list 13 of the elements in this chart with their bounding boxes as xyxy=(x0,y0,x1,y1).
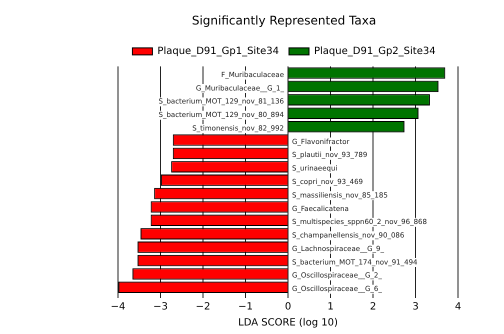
x-axis-title: LDA SCORE (log 10) xyxy=(238,318,338,329)
chart-title: Significantly Represented Taxa xyxy=(192,13,376,28)
x-tick-label: 3 xyxy=(412,302,419,313)
x-tick-label: 1 xyxy=(327,302,334,313)
x-tick-label: −4 xyxy=(110,302,126,313)
x-tick-label: −2 xyxy=(196,302,210,313)
x-tick-label: 4 xyxy=(454,302,462,313)
x-tick-label: 2 xyxy=(370,302,376,313)
x-tick-label: −1 xyxy=(238,302,253,313)
legend-label: Plaque_D91_Gp2_Site34 xyxy=(314,46,436,57)
legend-label: Plaque_D91_Gp1_Site34 xyxy=(157,46,280,57)
x-tick-label: 0 xyxy=(284,302,292,313)
x-tick-label: −3 xyxy=(153,302,168,313)
